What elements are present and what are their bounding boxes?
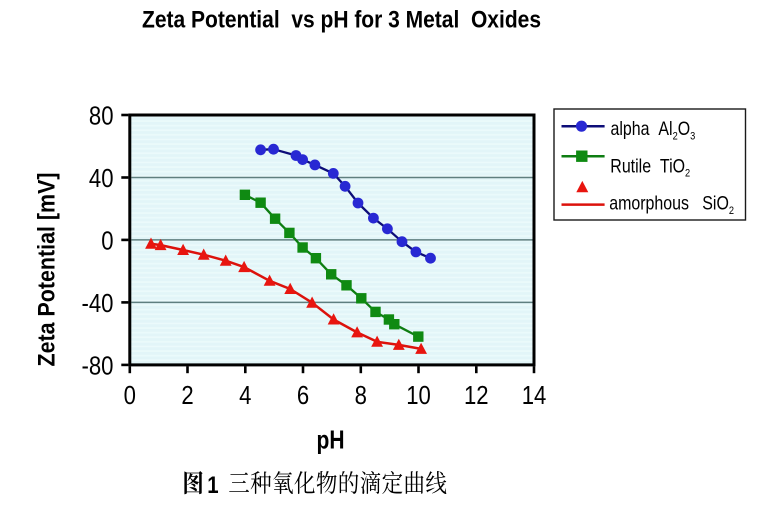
svg-text:Zeta Potential [mV]: Zeta Potential [mV]	[33, 173, 60, 367]
svg-text:-40: -40	[82, 288, 114, 318]
svg-text:1: 1	[207, 471, 218, 498]
svg-text:14: 14	[522, 380, 547, 410]
svg-text:amorphous SiO2: amorphous SiO2	[609, 192, 734, 217]
svg-text:Zeta Potential vs pH for 3 Me: Zeta Potential vs pH for 3 Metal Oxides	[142, 7, 541, 34]
svg-text:alpha Al2O3: alpha Al2O3	[611, 118, 696, 143]
svg-text:12: 12	[464, 380, 489, 410]
svg-text:10: 10	[406, 380, 431, 410]
svg-text:-80: -80	[82, 351, 114, 381]
svg-text:2: 2	[181, 380, 193, 410]
svg-text:80: 80	[89, 101, 114, 131]
svg-text:pH: pH	[317, 425, 345, 455]
svg-text:6: 6	[297, 380, 309, 410]
svg-text:8: 8	[355, 380, 367, 410]
svg-text:Rutile TiO2: Rutile TiO2	[610, 155, 690, 180]
svg-text:0: 0	[124, 380, 136, 410]
svg-text:40: 40	[89, 163, 114, 193]
svg-text:0: 0	[101, 226, 113, 256]
svg-text:4: 4	[239, 380, 251, 410]
